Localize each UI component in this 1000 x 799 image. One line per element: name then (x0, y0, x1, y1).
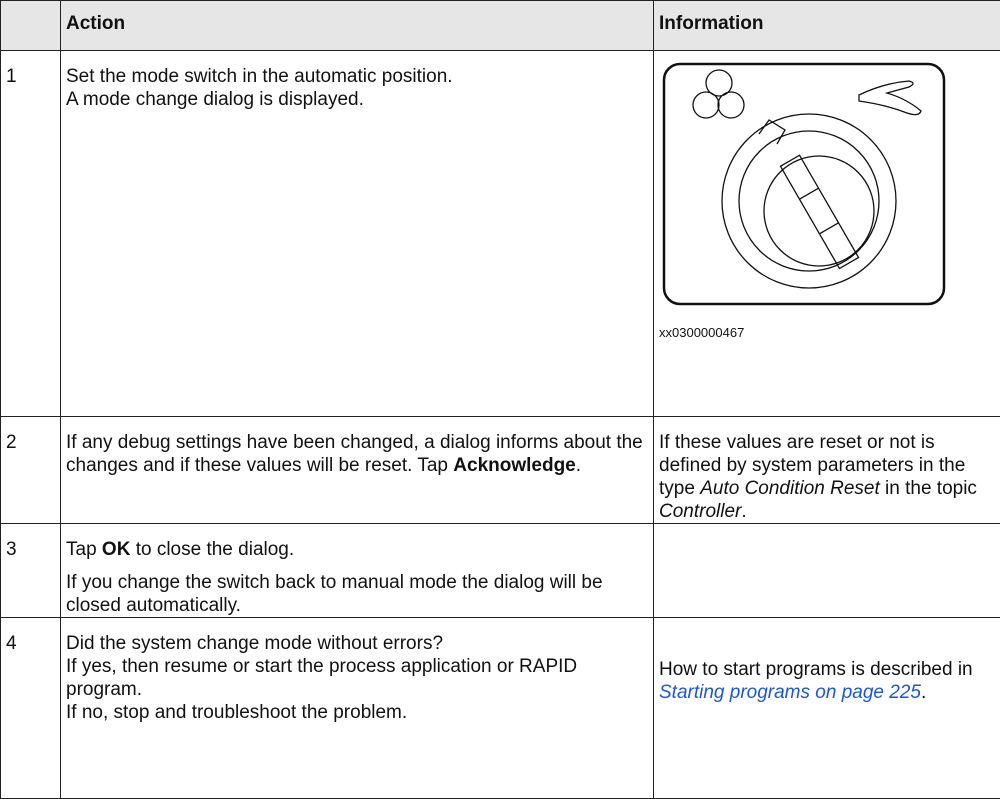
paragraph: If no, stop and troubleshoot the problem… (66, 701, 648, 724)
paragraph: A mode change dialog is displayed. (66, 88, 648, 111)
header-row: Action Information (1, 1, 1000, 51)
action-cell: Set the mode switch in the automatic pos… (61, 51, 654, 417)
text-run: . (921, 682, 926, 703)
paragraph: Set the mode switch in the automatic pos… (66, 65, 648, 88)
row: 4 Did the system change mode without err… (1, 618, 1000, 799)
row: 1 Set the mode switch in the automatic p… (1, 51, 1000, 417)
paragraph: Did the system change mode without error… (66, 632, 648, 655)
text-run: If no, stop and troubleshoot the problem… (66, 702, 407, 723)
information-cell (654, 524, 1000, 618)
step-number: 3 (1, 524, 61, 618)
text-run: If you change the switch back to manual … (66, 572, 603, 616)
action-cell: If any debug settings have been changed,… (61, 417, 654, 524)
paragraph: If these values are reset or not is defi… (659, 431, 995, 523)
header-information: Information (654, 1, 1000, 51)
action-cell: Tap OK to close the dialog. If you change… (61, 524, 654, 618)
header-step (1, 1, 61, 51)
text-run: Controller (659, 501, 741, 522)
link[interactable]: Starting programs on page 225 (659, 682, 921, 703)
text-run: If yes, then resume or start the process… (66, 656, 577, 700)
row: 2 If any debug settings have been change… (1, 417, 1000, 524)
text-run: . (741, 501, 746, 522)
figure-caption: xx0300000467 (659, 321, 995, 344)
step-number: 4 (1, 618, 61, 799)
information-cell: How to start programs is described in St… (654, 618, 1000, 799)
information-cell: If these values are reset or not is defi… (654, 417, 1000, 524)
page: Action Information 1 Set the mode switch… (0, 0, 1000, 765)
text-run: Did the system change mode without error… (66, 633, 443, 654)
text-run: . (576, 455, 581, 476)
paragraph: If yes, then resume or start the process… (66, 655, 648, 701)
information-text: If these values are reset or not is defi… (659, 431, 995, 523)
paragraph: How to start programs is described in St… (659, 658, 995, 704)
row: 3 Tap OK to close the dialog. If you chan… (1, 524, 1000, 618)
text-run: A mode change dialog is displayed. (66, 89, 364, 110)
paragraph: If you change the switch back to manual … (66, 571, 648, 617)
header-action: Action (61, 1, 654, 51)
text-run: Auto Condition Reset (700, 478, 880, 499)
mode-switch-figure (659, 61, 959, 311)
information-text: How to start programs is described in St… (659, 658, 995, 704)
paragraph: If any debug settings have been changed,… (66, 431, 648, 477)
paragraph: Tap OK to close the dialog. (66, 538, 648, 561)
text-run: Set the mode switch in the automatic pos… (66, 66, 453, 87)
text-run: OK (102, 539, 131, 560)
step-number: 2 (1, 417, 61, 524)
text-run: Tap (66, 539, 102, 560)
text-run: to close the dialog. (130, 539, 294, 560)
information-cell: xx0300000467 (654, 51, 1000, 417)
step-number: 1 (1, 51, 61, 417)
action-cell: Did the system change mode without error… (61, 618, 654, 799)
text-run: in the topic (880, 478, 977, 499)
text-run: How to start programs is described in (659, 659, 973, 680)
text-run: Acknowledge (453, 455, 575, 476)
